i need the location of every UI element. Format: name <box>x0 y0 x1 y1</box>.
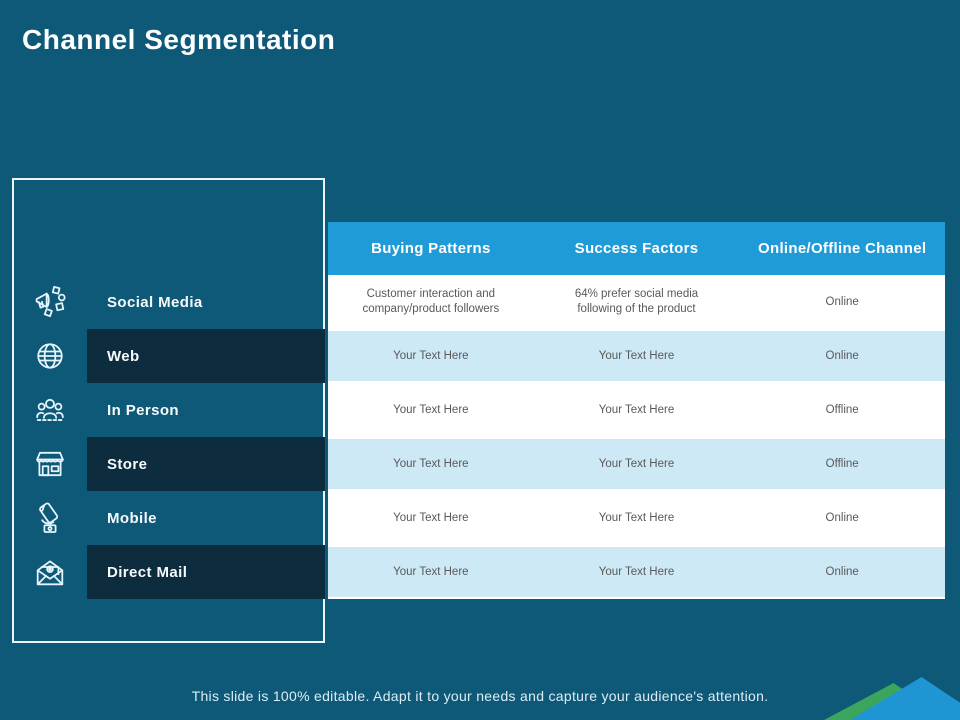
megaphone-icon <box>30 282 70 322</box>
channel-label: Web <box>107 347 140 365</box>
channel-row-web: Web <box>12 329 325 383</box>
cell-success-factors: Your Text Here <box>598 403 675 416</box>
cell-channel-type: Online <box>825 511 859 524</box>
column-header-buying-patterns: Buying Patterns <box>371 239 491 257</box>
table-row: Your Text Here Your Text Here Online <box>328 491 945 545</box>
row-highlight <box>87 329 325 383</box>
table-row: Your Text Here Your Text Here Offline <box>328 437 945 491</box>
channel-label: In Person <box>107 401 179 419</box>
table-row: Your Text Here Your Text Here Offline <box>328 383 945 437</box>
cell-channel-type: Offline <box>825 457 859 470</box>
column-header-success-factors: Success Factors <box>574 239 699 257</box>
table-row: Your Text Here Your Text Here Online <box>328 545 945 599</box>
channel-label: Social Media <box>107 293 203 311</box>
row-highlight <box>87 437 325 491</box>
table-row: Customer interaction and company/product… <box>328 275 945 329</box>
table-header-row: Buying Patterns Success Factors Online/O… <box>328 222 945 275</box>
channel-list: Social Media Web <box>12 275 325 599</box>
people-group-icon <box>30 390 70 430</box>
segmentation-table: Buying Patterns Success Factors Online/O… <box>328 222 945 599</box>
channel-row-store: Store <box>12 437 325 491</box>
cell-channel-type: Online <box>825 349 859 362</box>
channel-row-mobile: Mobile <box>12 491 325 545</box>
table-row: Your Text Here Your Text Here Online <box>328 329 945 383</box>
cell-channel-type: Online <box>825 295 859 308</box>
cell-success-factors: Your Text Here <box>598 565 675 578</box>
cell-success-factors: Your Text Here <box>598 349 675 362</box>
row-highlight <box>87 545 325 599</box>
envelope-icon <box>30 552 70 592</box>
cell-buying-patterns: Your Text Here <box>393 349 469 362</box>
hand-phone-icon <box>30 498 70 538</box>
channel-label: Store <box>107 455 148 473</box>
cell-channel-type: Online <box>825 565 859 578</box>
cell-buying-patterns: Your Text Here <box>393 565 469 578</box>
editable-note: This slide is 100% editable. Adapt it to… <box>191 688 769 704</box>
cell-buying-patterns: Your Text Here <box>393 457 469 470</box>
cell-buying-patterns: Customer interaction and company/product… <box>362 288 500 315</box>
channel-row-social-media: Social Media <box>12 275 325 329</box>
channel-row-in-person: In Person <box>12 383 325 437</box>
channel-label: Direct Mail <box>107 563 188 581</box>
cell-channel-type: Offline <box>825 403 859 416</box>
channel-row-direct-mail: Direct Mail <box>12 545 325 599</box>
column-header-online-offline-channel: Online/Offline Channel <box>758 239 927 257</box>
cell-success-factors: Your Text Here <box>598 457 675 470</box>
storefront-icon <box>30 444 70 484</box>
cell-buying-patterns: Your Text Here <box>393 403 469 416</box>
cell-success-factors: 64% prefer social media following of the… <box>574 288 699 315</box>
page-title: Channel Segmentation <box>22 24 336 55</box>
channel-label: Mobile <box>107 509 157 527</box>
cell-success-factors: Your Text Here <box>598 511 675 524</box>
globe-icon <box>30 336 70 376</box>
cell-buying-patterns: Your Text Here <box>393 511 469 524</box>
channel-list-frame <box>12 178 325 643</box>
